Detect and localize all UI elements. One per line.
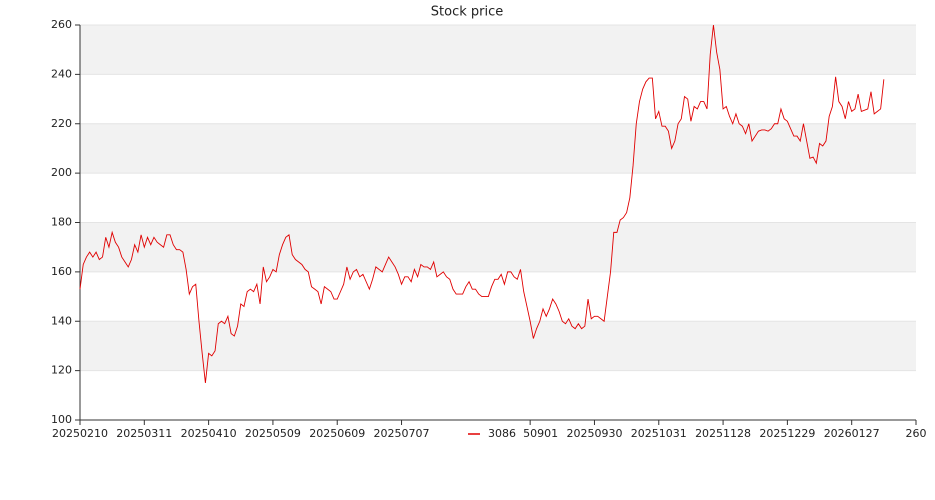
x-tick-label: 20260127 xyxy=(824,427,880,440)
y-tick-label: 160 xyxy=(51,265,72,278)
line-series xyxy=(79,24,885,384)
grid-band xyxy=(80,321,916,371)
y-tick-label: 220 xyxy=(51,117,72,130)
x-tick-label: 20250930 xyxy=(566,427,622,440)
y-tick-label: 180 xyxy=(51,216,72,229)
x-tick-label: 20250509 xyxy=(245,427,301,440)
legend-label: 3086 xyxy=(488,427,516,440)
x-tick-label: 20250410 xyxy=(181,427,237,440)
y-tick-label: 120 xyxy=(51,364,72,377)
x-tick-label: 20250707 xyxy=(374,427,430,440)
grid-band xyxy=(80,222,916,272)
x-tick-label: 20250210 xyxy=(52,427,108,440)
x-tick-label: 20250609 xyxy=(309,427,365,440)
chart-title: Stock price xyxy=(431,5,503,20)
y-tick-label: 240 xyxy=(51,67,72,80)
x-tick-label: 20251229 xyxy=(759,427,815,440)
x-tick-label: 260 xyxy=(906,427,927,440)
grid-band xyxy=(80,123,916,174)
y-tick-label: 260 xyxy=(51,18,72,31)
y-tick-label: 100 xyxy=(51,413,72,426)
x-tick-label: 20250311 xyxy=(116,427,172,440)
x-tick-label: 20251031 xyxy=(631,427,687,440)
legend-box xyxy=(462,425,522,443)
x-tick-label: 20251128 xyxy=(695,427,751,440)
y-tick-label: 140 xyxy=(51,314,72,327)
y-tick-label: 200 xyxy=(51,166,72,179)
grid-band xyxy=(80,25,916,75)
legend: 3086 xyxy=(462,425,522,443)
